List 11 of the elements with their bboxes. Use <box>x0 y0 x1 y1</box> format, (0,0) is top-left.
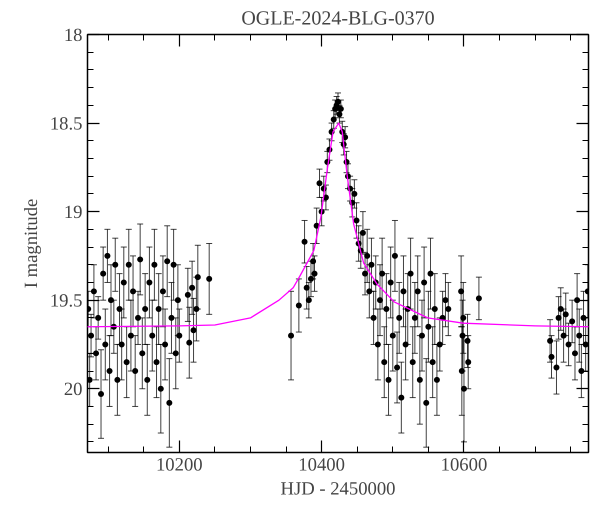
y-tick-label: 19 <box>64 202 82 224</box>
y-tick-label: 18.5 <box>50 114 83 135</box>
x-tick-label: 10400 <box>298 454 345 476</box>
y-axis-title: I magnitude <box>20 198 42 288</box>
x-axis-title: HJD - 2450000 <box>280 478 396 500</box>
chart-title: OGLE-2024-BLG-0370 <box>241 8 435 30</box>
y-tick-label: 19.5 <box>50 290 83 312</box>
y-tick-label: 20 <box>64 379 82 400</box>
x-tick-label: 10200 <box>156 454 203 476</box>
x-tick-label: 10600 <box>440 454 488 476</box>
y-tick-label: 18 <box>64 25 82 46</box>
